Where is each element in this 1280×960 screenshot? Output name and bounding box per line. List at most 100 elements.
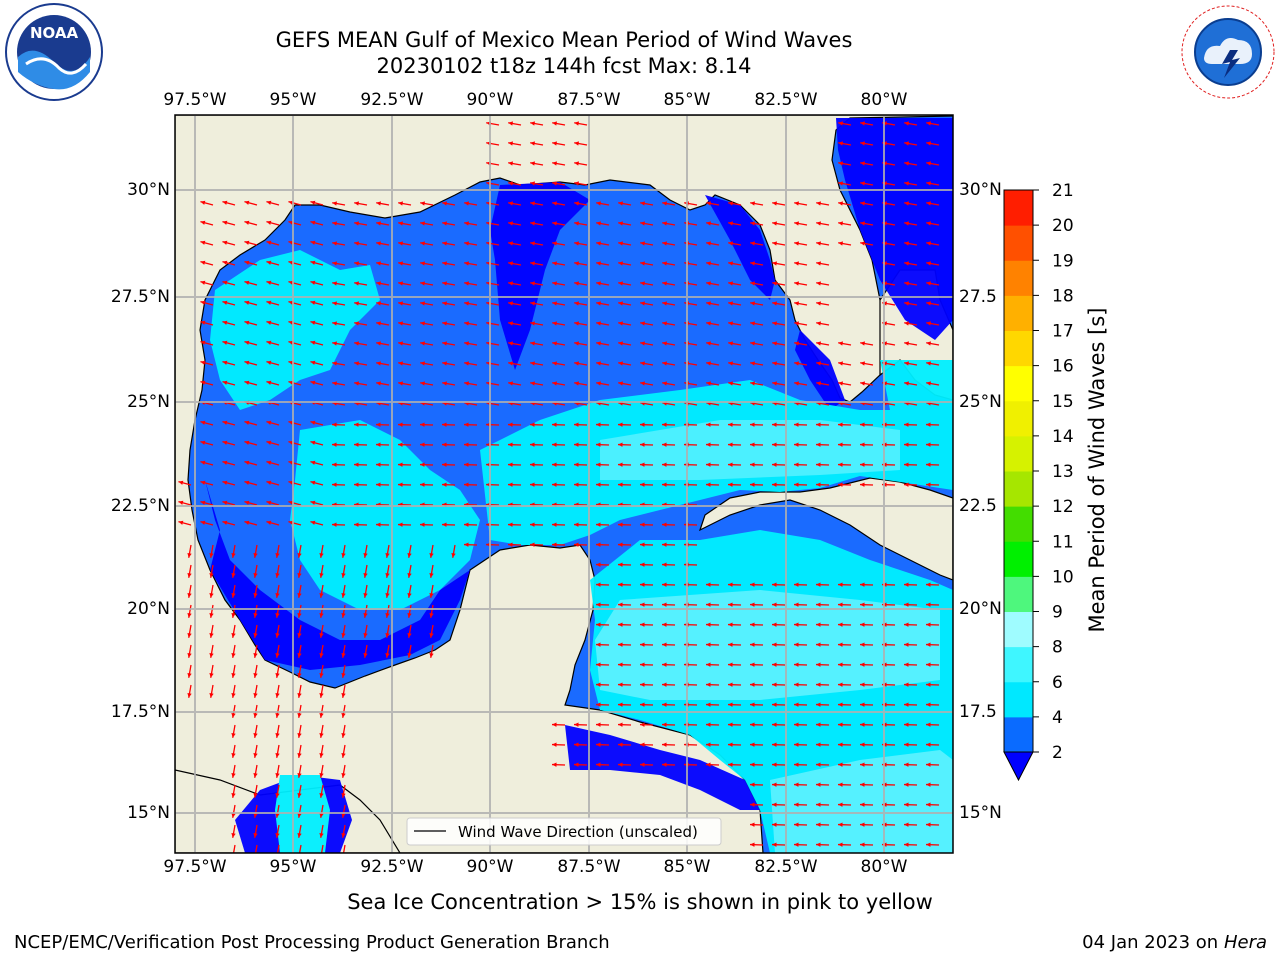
wave-direction-arrowhead bbox=[253, 572, 258, 578]
lat-label-left: 25°N bbox=[127, 392, 170, 412]
wave-direction-arrowhead bbox=[530, 141, 536, 146]
wave-direction-arrowhead bbox=[275, 672, 280, 678]
wave-direction-arrowhead bbox=[442, 522, 447, 527]
lat-label-left: 15°N bbox=[127, 803, 170, 823]
wave-direction-arrowhead bbox=[552, 201, 558, 206]
wave-direction-arrowhead bbox=[341, 832, 346, 838]
wave-direction-arrowhead bbox=[341, 792, 346, 798]
wave-direction-arrowhead bbox=[772, 582, 777, 587]
wave-direction-arrowhead bbox=[640, 281, 646, 286]
wave-direction-arrowhead bbox=[253, 652, 258, 658]
wave-direction-arrowhead bbox=[926, 682, 931, 687]
wave-direction-arrowhead bbox=[816, 582, 821, 587]
wave-direction-arrowhead bbox=[860, 141, 866, 146]
wave-direction-arrowhead bbox=[816, 702, 821, 707]
wave-direction-arrowhead bbox=[354, 241, 360, 246]
wave-direction-arrowhead bbox=[728, 341, 734, 346]
wave-direction-arrowhead bbox=[640, 301, 646, 306]
wave-direction-arrowhead bbox=[662, 662, 667, 667]
wave-direction-arrowhead bbox=[772, 742, 777, 747]
colorbar-tick-label: 11 bbox=[1052, 532, 1074, 552]
wave-direction-arrowhead bbox=[266, 520, 272, 525]
wave-direction-arrowhead bbox=[319, 672, 324, 678]
wave-direction-arrowhead bbox=[332, 482, 337, 487]
wave-direction-arrowhead bbox=[244, 300, 250, 305]
wave-direction-arrowhead bbox=[530, 422, 535, 427]
wave-direction-arrowhead bbox=[728, 742, 733, 747]
wave-direction-arrowhead bbox=[341, 752, 346, 758]
wave-direction-arrowhead bbox=[253, 732, 258, 738]
wave-direction-arrowhead bbox=[530, 161, 536, 166]
wave-direction-arrowhead bbox=[772, 722, 777, 727]
wave-direction-arrowhead bbox=[187, 572, 192, 578]
wave-direction-arrowhead bbox=[596, 201, 602, 206]
wave-direction-arrowhead bbox=[420, 301, 426, 306]
lon-label-bottom: 87.5°W bbox=[557, 857, 621, 877]
wave-direction-arrowhead bbox=[926, 121, 932, 126]
wave-direction-arrowhead bbox=[926, 642, 931, 647]
wave-direction-arrowhead bbox=[231, 652, 236, 658]
wave-direction-arrowhead bbox=[596, 361, 602, 366]
wave-direction-arrowhead bbox=[231, 772, 236, 778]
wave-direction-arrowhead bbox=[860, 682, 865, 687]
wave-direction-arrowhead bbox=[728, 602, 733, 607]
wave-direction-arrowhead bbox=[200, 300, 206, 305]
wave-direction-arrowhead bbox=[398, 321, 404, 326]
wave-direction-arrowhead bbox=[860, 422, 865, 427]
wave-direction-arrowhead bbox=[552, 241, 558, 246]
wave-direction-arrowhead bbox=[838, 161, 844, 166]
wave-direction-arrowhead bbox=[838, 341, 844, 346]
wave-direction-arrowhead bbox=[728, 241, 734, 246]
wave-direction-arrowhead bbox=[376, 381, 382, 386]
wave-direction-arrowhead bbox=[253, 792, 258, 798]
wave-direction-arrowhead bbox=[442, 341, 448, 346]
wave-direction-arrowhead bbox=[332, 462, 337, 467]
wave-direction-arrowhead bbox=[596, 762, 601, 767]
wave-direction-arrowhead bbox=[508, 482, 513, 487]
wave-direction-arrowhead bbox=[464, 482, 469, 487]
wave-direction-arrowhead bbox=[816, 301, 822, 306]
wave-direction-arrowhead bbox=[363, 552, 368, 558]
wave-direction-arrowhead bbox=[728, 702, 733, 707]
wave-direction-arrowhead bbox=[662, 301, 668, 306]
wave-direction-arrowhead bbox=[209, 672, 214, 678]
lat-label-right: 27.5 bbox=[959, 287, 997, 307]
colorbar: 2 4 6 8 9 10 11 12 13 14 15 16 17 18 19 20 21 bbox=[1003, 181, 1074, 782]
wave-direction-arrowhead bbox=[926, 361, 932, 366]
wave-direction-arrowhead bbox=[552, 361, 558, 366]
wave-direction-arrowhead bbox=[341, 632, 346, 638]
wave-direction-arrowhead bbox=[662, 642, 667, 647]
wave-direction-arrowhead bbox=[662, 422, 667, 427]
wave-direction-arrowhead bbox=[596, 442, 601, 447]
colorbar-segment bbox=[1004, 295, 1033, 331]
wave-direction-arrowhead bbox=[750, 642, 755, 647]
colorbar-tick-label: 18 bbox=[1052, 286, 1074, 306]
wave-direction-arrowhead bbox=[750, 622, 755, 627]
wave-direction-arrowhead bbox=[200, 360, 206, 365]
lon-label-top: 95°W bbox=[269, 90, 317, 110]
lon-label-bottom: 85°W bbox=[663, 857, 711, 877]
wave-direction-arrowhead bbox=[266, 240, 272, 245]
wave-direction-arrowhead bbox=[508, 261, 514, 266]
wave-direction-arrowhead bbox=[310, 340, 316, 345]
wave-direction-arrowhead bbox=[750, 221, 756, 226]
wave-direction-arrowhead bbox=[420, 281, 426, 286]
wave-direction-arrowhead bbox=[816, 782, 821, 787]
wave-direction-arrowhead bbox=[618, 221, 624, 226]
wave-direction-arrowhead bbox=[222, 220, 228, 225]
wave-direction-arrowhead bbox=[376, 301, 382, 306]
wave-direction-arrowhead bbox=[398, 281, 404, 286]
wave-direction-arrowhead bbox=[319, 612, 324, 618]
wave-direction-arrowhead bbox=[904, 321, 910, 326]
wave-direction-arrowhead bbox=[530, 361, 536, 366]
wave-direction-arrowhead bbox=[200, 520, 206, 525]
wave-direction-arrowhead bbox=[838, 762, 843, 767]
colorbar-segment bbox=[1004, 400, 1033, 437]
wave-direction-arrowhead bbox=[376, 462, 381, 467]
wave-direction-arrowhead bbox=[451, 552, 456, 558]
wave-direction-arrowhead bbox=[464, 341, 470, 346]
wave-direction-arrowhead bbox=[596, 341, 602, 346]
wave-direction-arrowhead bbox=[662, 582, 667, 587]
wave-direction-arrowhead bbox=[231, 752, 236, 758]
wave-direction-arrowhead bbox=[750, 201, 756, 206]
